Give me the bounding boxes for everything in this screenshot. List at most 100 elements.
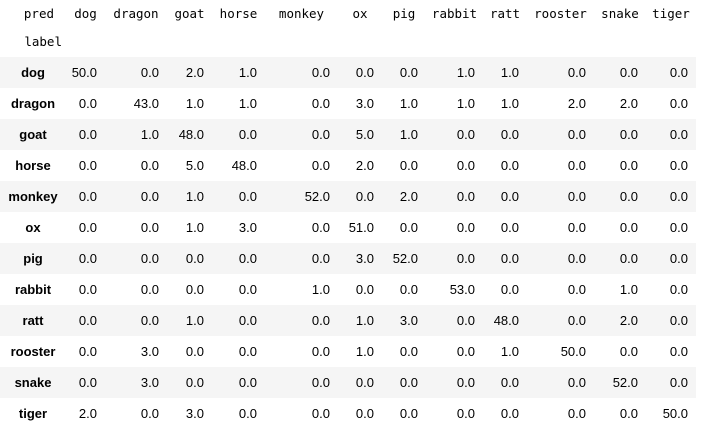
column-header: horse: [219, 5, 258, 21]
table-cell: 0.0: [456, 158, 475, 173]
table-cell: 0.0: [456, 189, 475, 204]
table-cell: 0.0: [500, 251, 519, 266]
table-cell: 0.0: [567, 375, 586, 390]
table-cell: 0.0: [567, 313, 586, 328]
column-header: snake: [601, 5, 639, 21]
table-row: goat 0.0 1.0 48.0 0.0 0.0 5.0 1.0 0.0 0.0 0.0 0.0 0.…: [0, 119, 696, 150]
table-cell: 0.0: [78, 220, 97, 235]
table-cell: 0.0: [567, 65, 586, 80]
table-cell: 1.0: [185, 313, 204, 328]
table-cell: 0.0: [500, 282, 519, 297]
table-cell: 2.0: [619, 96, 638, 111]
table-cell: 0.0: [669, 375, 688, 390]
table-cell: 0.0: [500, 406, 519, 421]
table-cell: 0.0: [500, 158, 519, 173]
columns-axis-label: pred: [23, 5, 54, 21]
table-cell: 0.0: [669, 96, 688, 111]
index-axis-label: label: [24, 34, 62, 49]
row-label: rooster: [10, 344, 56, 359]
row-label: monkey: [8, 189, 58, 204]
table-cell: 0.0: [355, 282, 374, 297]
row-label: ox: [25, 220, 41, 235]
column-header: ox: [352, 5, 368, 21]
table-cell: 1.0: [619, 282, 638, 297]
table-cell: 1.0: [355, 344, 374, 359]
table-cell: 0.0: [456, 344, 475, 359]
table-cell: 0.0: [619, 344, 638, 359]
table-cell: 0.0: [238, 406, 257, 421]
table-cell: 1.0: [140, 127, 159, 142]
table-row: ox 0.0 0.0 1.0 3.0 0.0 51.0 0.0 0.0 0.0 0.0 0.0 0.0: [0, 212, 696, 243]
table-cell: 0.0: [456, 375, 475, 390]
table-cell: 50.0: [662, 406, 688, 421]
table-cell: 0.0: [140, 406, 159, 421]
table-cell: 0.0: [456, 406, 475, 421]
table-cell: 1.0: [456, 65, 475, 80]
table-cell: 0.0: [500, 189, 519, 204]
table-cell: 0.0: [311, 127, 330, 142]
table-cell: 0.0: [669, 158, 688, 173]
table-cell: 1.0: [185, 189, 204, 204]
table-row: rabbit 0.0 0.0 0.0 0.0 1.0 0.0 0.0 53.0 0.0 0.0 1.0…: [0, 274, 696, 305]
column-header: ratt: [489, 5, 521, 21]
table-cell: 0.0: [78, 127, 97, 142]
table-cell: 1.0: [185, 220, 204, 235]
table-cell: 0.0: [78, 313, 97, 328]
table-cell: 0.0: [399, 375, 418, 390]
column-header: rooster: [534, 5, 587, 21]
table-cell: 2.0: [619, 313, 638, 328]
table-cell: 0.0: [619, 220, 638, 235]
table-cell: 1.0: [355, 313, 374, 328]
table-row: ratt 0.0 0.0 1.0 0.0 0.0 1.0 3.0 0.0 48.0 0.0 2.0 0.…: [0, 305, 696, 336]
table-cell: 50.0: [71, 65, 97, 80]
table-cell: 0.0: [140, 220, 159, 235]
table-cell: 0.0: [456, 313, 475, 328]
table-cell: 0.0: [619, 127, 638, 142]
table-cell: 0.0: [311, 344, 330, 359]
table-cell: 0.0: [399, 406, 418, 421]
table-cell: 52.0: [392, 251, 418, 266]
table-cell: 0.0: [669, 344, 688, 359]
table-cell: 0.0: [669, 65, 688, 80]
table-cell: 0.0: [78, 282, 97, 297]
table-cell: 1.0: [185, 96, 204, 111]
row-label: horse: [15, 158, 51, 173]
table-cell: 2.0: [399, 189, 418, 204]
table-cell: 0.0: [669, 189, 688, 204]
table-cell: 0.0: [567, 158, 586, 173]
column-header: rabbit: [431, 5, 478, 21]
table-cell: 0.0: [140, 189, 159, 204]
table-cell: 0.0: [311, 220, 330, 235]
row-label: ratt: [22, 313, 44, 328]
table-cell: 1.0: [238, 96, 257, 111]
table-cell: 0.0: [185, 344, 204, 359]
table-cell: 50.0: [560, 344, 586, 359]
table-cell: 0.0: [311, 375, 330, 390]
table-cell: 1.0: [500, 96, 519, 111]
table-cell: 0.0: [355, 406, 374, 421]
table-cell: 0.0: [355, 375, 374, 390]
table-cell: 0.0: [619, 65, 638, 80]
table-cell: 0.0: [185, 282, 204, 297]
table-cell: 0.0: [78, 375, 97, 390]
table-cell: 2.0: [355, 158, 374, 173]
table-cell: 0.0: [355, 65, 374, 80]
table-row: tiger 2.0 0.0 3.0 0.0 0.0 0.0 0.0 0.0 0.0 0.0 0.0 50…: [0, 398, 696, 429]
table-cell: 3.0: [140, 375, 159, 390]
table-cell: 0.0: [567, 189, 586, 204]
row-label: snake: [14, 375, 52, 390]
table-cell: 48.0: [178, 127, 204, 142]
table-cell: 0.0: [567, 127, 586, 142]
table-cell: 43.0: [133, 96, 159, 111]
table-cell: 3.0: [355, 251, 374, 266]
table-cell: 1.0: [500, 344, 519, 359]
column-header: dragon: [113, 5, 159, 21]
table-cell: 51.0: [348, 220, 374, 235]
table-cell: 3.0: [399, 313, 418, 328]
table-cell: 0.0: [669, 220, 688, 235]
row-label: tiger: [18, 406, 48, 421]
table-row: pig 0.0 0.0 0.0 0.0 0.0 3.0 52.0 0.0 0.0 0.0 0.0 0.0: [0, 243, 696, 274]
table-cell: 1.0: [456, 96, 475, 111]
table-cell: 0.0: [238, 344, 257, 359]
table-cell: 0.0: [140, 251, 159, 266]
